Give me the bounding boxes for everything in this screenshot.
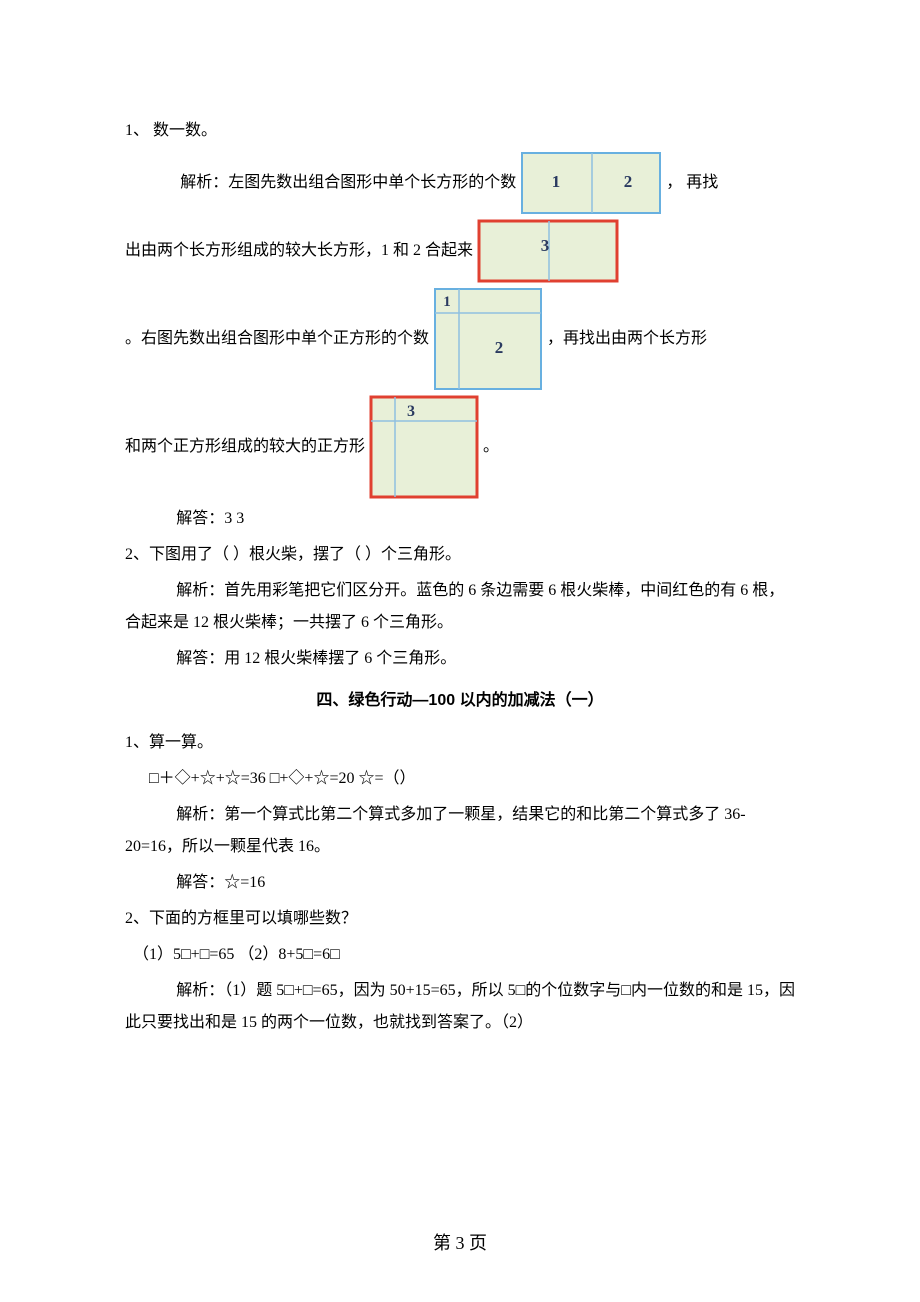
q2-analysis: 解析：首先用彩笔把它们区分开。蓝色的 6 条边需要 6 根火柴棒，中间红色的有 … (125, 575, 795, 639)
svg-text:3: 3 (407, 403, 415, 420)
svg-text:2: 2 (624, 172, 633, 191)
q1-analysis-line2: 出由两个长方形组成的较大长方形，1 和 2 合起来 3 (125, 219, 795, 283)
q2-answer: 解答：用 12 根火柴棒摆了 6 个三角形。 (125, 643, 795, 675)
svg-text:2: 2 (495, 338, 504, 357)
document-page: 1、 数一数。 解析：左图先数出组合图形中单个长方形的个数 1 2 ， 再找 出… (0, 0, 920, 1302)
q1-a1-pre: 解析：左图先数出组合图形中单个长方形的个数 (180, 174, 516, 191)
figure-rect-1-2: 1 2 (520, 151, 662, 215)
figure-square-1-2: 1 2 (433, 287, 543, 391)
section-title: 四、绿色行动—100 以内的加减法（一） (125, 679, 795, 723)
figure-rect-3: 3 (477, 219, 619, 283)
q1-a4-pre: 和两个正方形组成的较大的正方形 (125, 438, 365, 455)
svg-text:1: 1 (443, 294, 451, 310)
q1-a3-post: ，再找出由两个长方形 (547, 330, 707, 347)
q4-equation: （1）5□+□=65 （2）8+5□=6□ (125, 939, 795, 971)
q3-equation: □＋◇+☆+☆=36 □+◇+☆=20 ☆=（） (125, 763, 795, 795)
q1-a1-post: ， 再找 (666, 174, 718, 191)
q3-analysis: 解析：第一个算式比第二个算式多加了一颗星，结果它的和比第二个算式多了 36-20… (125, 799, 795, 863)
q1-analysis-line3: 。右图先数出组合图形中单个正方形的个数 1 2 ，再找出由两个长方形 (125, 287, 795, 391)
q1-analysis-line4: 和两个正方形组成的较大的正方形 3 。 (125, 395, 795, 499)
q3-answer: 解答：☆=16 (125, 867, 795, 899)
q1-answer: 解答：3 3 (125, 503, 795, 535)
q1-number: 1、 数一数。 (125, 115, 795, 147)
q1-a2-pre: 出由两个长方形组成的较大长方形，1 和 2 合起来 (125, 242, 473, 259)
q4-number: 2、下面的方框里可以填哪些数？ (125, 903, 795, 935)
q1-a4-post: 。 (483, 438, 499, 455)
q1-a3-pre: 。右图先数出组合图形中单个正方形的个数 (125, 330, 429, 347)
q3-number: 1、算一算。 (125, 727, 795, 759)
svg-text:1: 1 (552, 172, 561, 191)
svg-text:3: 3 (541, 236, 550, 255)
q4-analysis: 解析：（1）题 5□+□=65，因为 50+15=65，所以 5□的个位数字与□… (125, 975, 795, 1039)
q1-analysis-line1: 解析：左图先数出组合图形中单个长方形的个数 1 2 ， 再找 (125, 151, 795, 215)
page-number: 第 3 页 (0, 1230, 920, 1257)
q2-number: 2、下图用了（ ）根火柴，摆了（ ）个三角形。 (125, 539, 795, 571)
figure-square-3: 3 (369, 395, 479, 499)
